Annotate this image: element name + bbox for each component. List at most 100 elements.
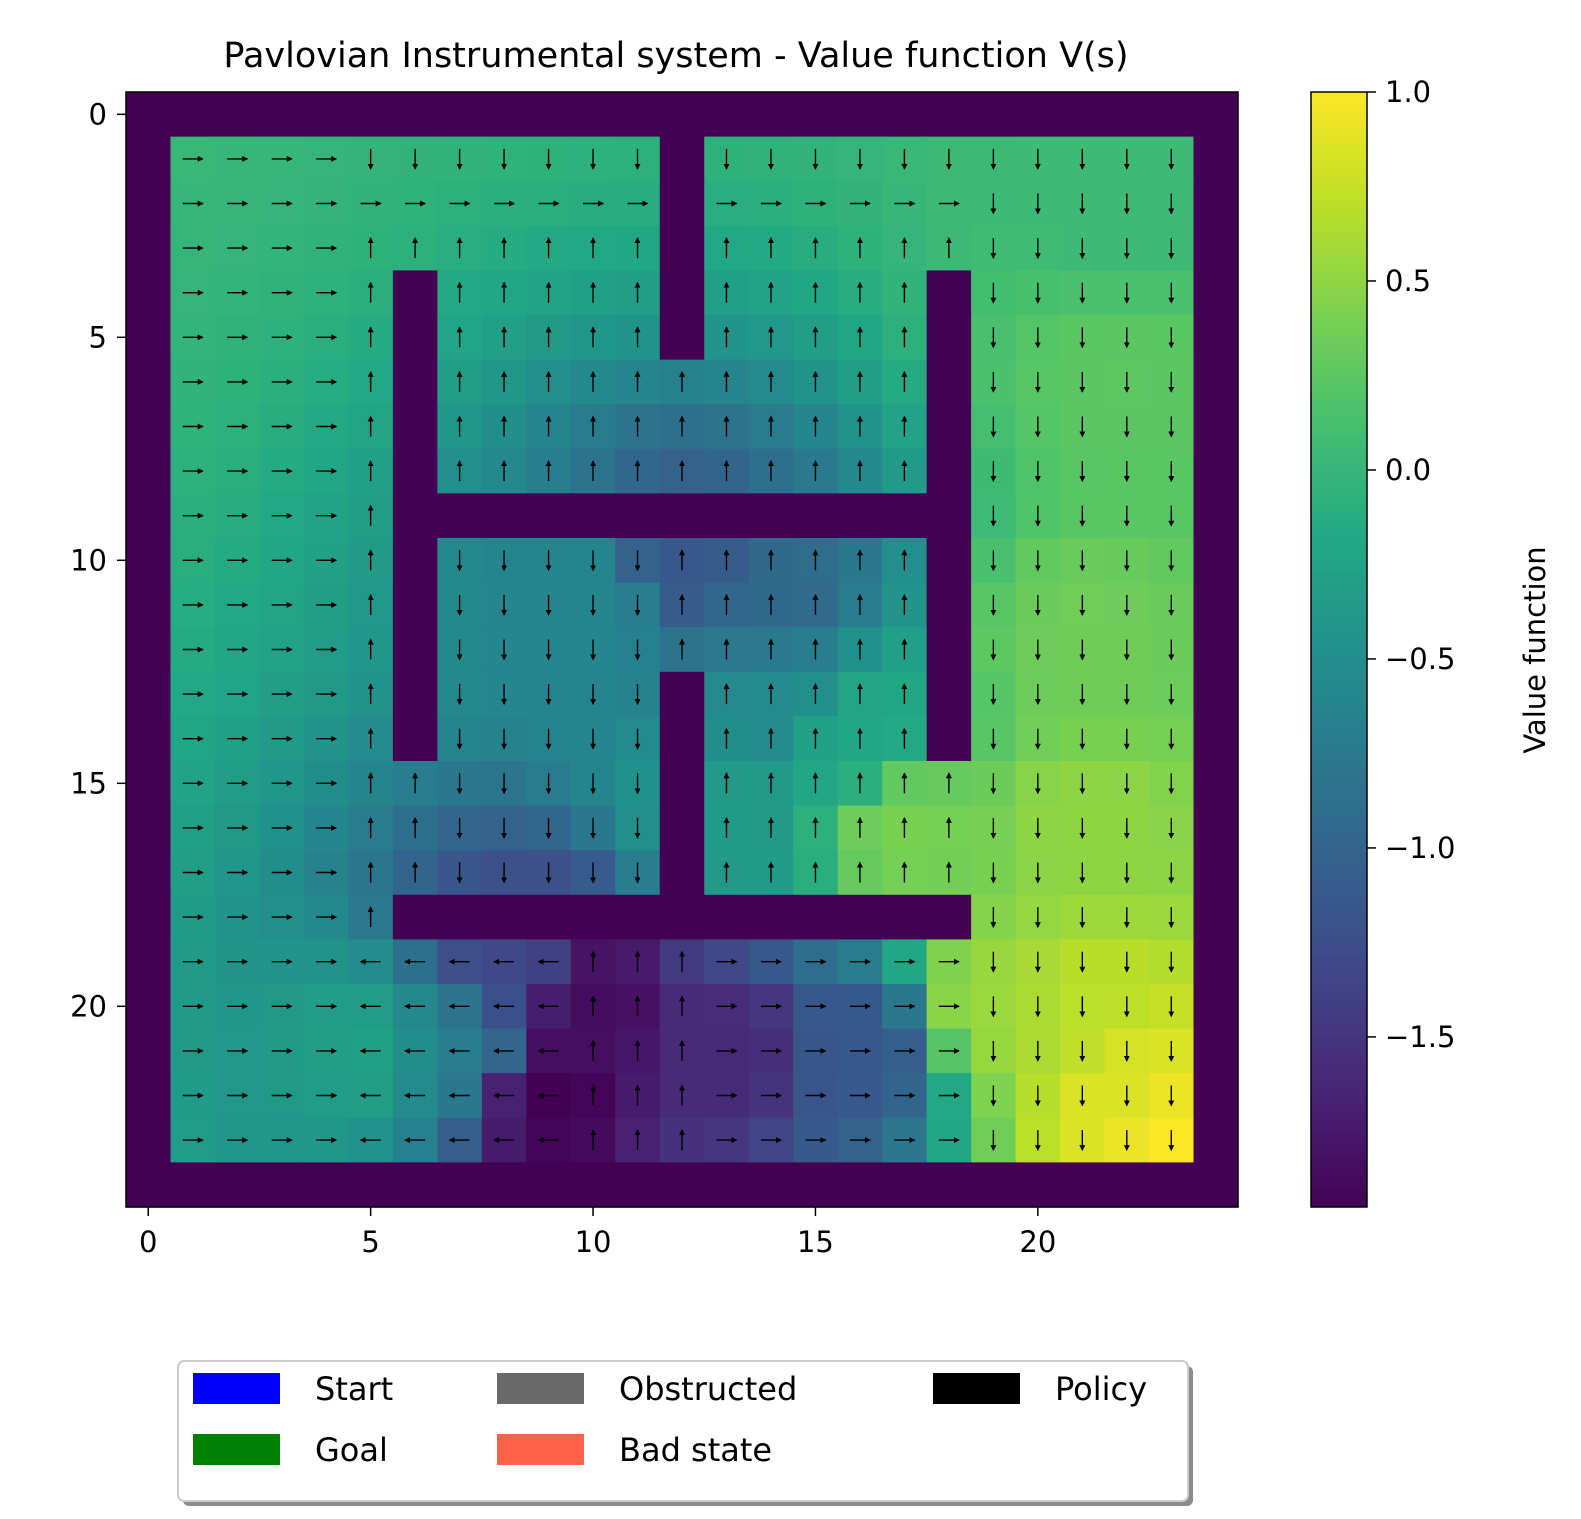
- legend-swatch: [933, 1373, 1020, 1404]
- wall-cell: [1193, 538, 1239, 584]
- wall-cell: [1193, 1117, 1239, 1163]
- wall-cell: [126, 1028, 172, 1074]
- wall-cell: [392, 92, 438, 138]
- wall-cell: [570, 1162, 616, 1208]
- wall-cell: [748, 1162, 794, 1208]
- wall-cell: [926, 315, 972, 361]
- colorbar-tick-label: 0.5: [1385, 264, 1431, 298]
- wall-cell: [1193, 270, 1239, 316]
- wall-cell: [126, 1162, 172, 1208]
- wall-cell: [1193, 92, 1239, 138]
- wall-cell: [926, 1162, 972, 1208]
- wall-cell: [659, 1162, 705, 1208]
- wall-cell: [971, 1162, 1017, 1208]
- wall-cell: [1193, 984, 1239, 1030]
- wall-cell: [392, 448, 438, 494]
- wall-cell: [615, 894, 661, 940]
- x-tick-label: 0: [139, 1225, 157, 1259]
- legend-entries: Start Goal Obstructed Bad state Policy: [193, 1370, 1147, 1469]
- legend-label: Start: [315, 1370, 393, 1408]
- wall-cell: [392, 493, 438, 539]
- wall-cell: [392, 359, 438, 405]
- wall-cell: [837, 894, 883, 940]
- x-axis: 0 5 10 15 20: [139, 1207, 1056, 1259]
- wall-cell: [526, 894, 572, 940]
- wall-cell: [926, 627, 972, 673]
- colorbar-tick-label: 1.0: [1385, 75, 1431, 109]
- wall-cell: [748, 92, 794, 138]
- wall-cell: [615, 493, 661, 539]
- x-tick-label: 10: [575, 1225, 612, 1259]
- wall-cell: [659, 716, 705, 762]
- wall-cell: [126, 984, 172, 1030]
- wall-cell: [526, 493, 572, 539]
- wall-cell: [126, 315, 172, 361]
- y-tick-label: 10: [70, 543, 107, 577]
- wall-cell: [526, 92, 572, 138]
- wall-cell: [392, 582, 438, 628]
- wall-cell: [1193, 225, 1239, 271]
- wall-cell: [126, 448, 172, 494]
- wall-cell: [793, 1162, 839, 1208]
- wall-cell: [126, 582, 172, 628]
- wall-cell: [392, 627, 438, 673]
- wall-cell: [259, 1162, 305, 1208]
- wall-cell: [882, 92, 928, 138]
- legend-swatch: [497, 1434, 584, 1465]
- wall-cell: [570, 894, 616, 940]
- wall-cell: [570, 493, 616, 539]
- wall-cell: [704, 92, 750, 138]
- wall-cell: [1193, 716, 1239, 762]
- y-axis: 0 5 10 15 20: [70, 97, 126, 1023]
- wall-cell: [926, 493, 972, 539]
- wall-cell: [170, 92, 216, 138]
- wall-cell: [926, 671, 972, 717]
- wall-cell: [926, 404, 972, 450]
- wall-cell: [659, 850, 705, 896]
- wall-cell: [126, 181, 172, 227]
- wall-cell: [615, 1162, 661, 1208]
- wall-cell: [481, 894, 527, 940]
- wall-cell: [659, 761, 705, 807]
- wall-cell: [926, 582, 972, 628]
- wall-cell: [659, 315, 705, 361]
- wall-cell: [392, 1162, 438, 1208]
- wall-cell: [837, 92, 883, 138]
- wall-cell: [481, 493, 527, 539]
- wall-cell: [659, 136, 705, 182]
- colorbar-gradient: [1310, 91, 1368, 1208]
- wall-cell: [1193, 359, 1239, 405]
- wall-cell: [437, 1162, 483, 1208]
- wall-cell: [392, 716, 438, 762]
- x-tick-label: 5: [361, 1225, 379, 1259]
- wall-cell: [126, 805, 172, 851]
- wall-cell: [526, 1162, 572, 1208]
- wall-cell: [793, 894, 839, 940]
- wall-cell: [704, 894, 750, 940]
- wall-cell: [1193, 404, 1239, 450]
- wall-cell: [971, 92, 1017, 138]
- wall-cell: [1060, 1162, 1106, 1208]
- wall-cell: [1193, 315, 1239, 361]
- wall-cell: [926, 92, 972, 138]
- wall-cell: [126, 136, 172, 182]
- wall-cell: [126, 359, 172, 405]
- wall-cell: [481, 1162, 527, 1208]
- legend-label: Obstructed: [619, 1370, 797, 1408]
- wall-cell: [926, 538, 972, 584]
- wall-cell: [615, 92, 661, 138]
- wall-cell: [392, 315, 438, 361]
- legend-label: Goal: [315, 1431, 388, 1469]
- x-tick-label: 15: [797, 1225, 834, 1259]
- wall-cell: [926, 359, 972, 405]
- wall-cell: [126, 894, 172, 940]
- wall-cell: [126, 939, 172, 985]
- wall-cell: [1193, 761, 1239, 807]
- wall-cell: [392, 270, 438, 316]
- x-tick-label: 20: [1019, 1225, 1056, 1259]
- wall-cell: [1149, 1162, 1195, 1208]
- colorbar-label: Value function: [1518, 546, 1552, 753]
- wall-cell: [303, 92, 349, 138]
- wall-cell: [882, 1162, 928, 1208]
